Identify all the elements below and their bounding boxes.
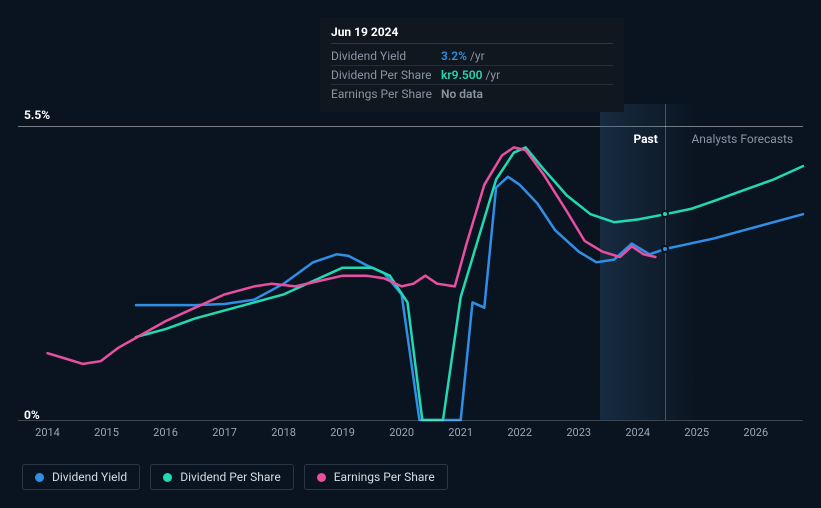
x-tick: 2026: [743, 426, 768, 439]
tooltip-key: Dividend Per Share: [331, 68, 441, 82]
legend-item[interactable]: Dividend Per Share: [150, 464, 294, 490]
legend-swatch: [35, 473, 44, 482]
tooltip-unit: /yr: [470, 49, 485, 63]
series-dividend_per_share: [136, 147, 803, 420]
tooltip-rows: Dividend Yield3.2%/yrDividend Per Sharek…: [331, 47, 613, 103]
tooltip-value: 3.2%: [441, 49, 467, 63]
region-label-past: Past: [633, 132, 657, 146]
marker-dividend_yield: [661, 245, 669, 253]
tooltip-value: No data: [441, 87, 483, 101]
tooltip-row: Earnings Per ShareNo data: [331, 85, 613, 103]
legend-item[interactable]: Dividend Yield: [22, 464, 140, 490]
plot-area[interactable]: [18, 104, 803, 420]
x-tick: 2021: [448, 426, 473, 439]
x-tick: 2018: [271, 426, 296, 439]
legend-label: Dividend Yield: [52, 470, 127, 484]
legend-label: Earnings Per Share: [334, 470, 435, 484]
legend-swatch: [317, 473, 326, 482]
cursor-line: [665, 104, 666, 420]
tooltip-date: Jun 19 2024: [331, 25, 613, 44]
x-tick: 2017: [212, 426, 237, 439]
legend-label: Dividend Per Share: [180, 470, 281, 484]
x-tick: 2025: [684, 426, 709, 439]
x-tick: 2014: [35, 426, 60, 439]
tooltip-value: kr9.500: [441, 68, 482, 82]
tooltip-unit: /yr: [485, 68, 500, 82]
series-earnings_per_share: [48, 147, 656, 364]
x-tick: 2019: [330, 426, 355, 439]
tooltip-key: Dividend Yield: [331, 49, 441, 63]
legend-item[interactable]: Earnings Per Share: [304, 464, 448, 490]
legend: Dividend Yield Dividend Per Share Earnings…: [22, 464, 448, 490]
x-tick: 2022: [507, 426, 532, 439]
x-tick: 2023: [566, 426, 591, 439]
x-tick: 2016: [153, 426, 178, 439]
x-tick: 2015: [94, 426, 119, 439]
y-max-label: 5.5%: [24, 108, 50, 122]
x-tick: 2024: [625, 426, 650, 439]
tooltip-key: Earnings Per Share: [331, 87, 441, 101]
marker-dividend_per_share: [661, 210, 669, 218]
x-axis: 2014 2015 2016 2017 2018 2019 2020 2021 2022 2023…: [18, 420, 803, 438]
region-label-forecast: Analysts Forecasts: [691, 132, 793, 146]
x-tick: 2020: [389, 426, 414, 439]
legend-swatch: [163, 473, 172, 482]
tooltip: Jun 19 2024 Dividend Yield3.2%/yrDividen…: [320, 18, 624, 112]
tooltip-row: Dividend Yield3.2%/yr: [331, 47, 613, 66]
tooltip-row: Dividend Per Sharekr9.500/yr: [331, 66, 613, 85]
series-dividend_yield: [136, 177, 803, 420]
chart-lines: [18, 104, 803, 420]
